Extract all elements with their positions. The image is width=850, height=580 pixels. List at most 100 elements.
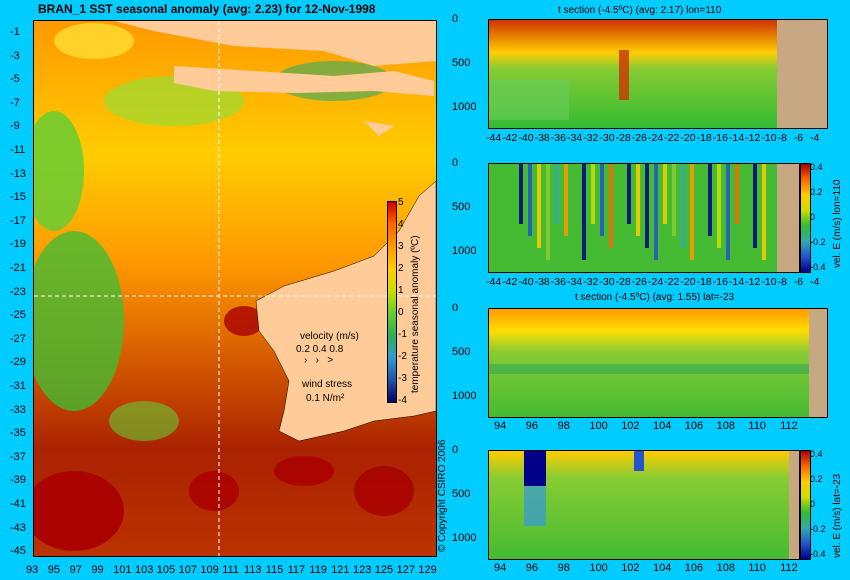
x-tick-label: -28 bbox=[615, 276, 631, 288]
y-tick-label: -11 bbox=[10, 144, 26, 156]
y-tick-label: -37 bbox=[10, 450, 26, 463]
velocity-stripe bbox=[744, 164, 748, 236]
velocity-stripe bbox=[699, 164, 703, 224]
x-tick-label: -28 bbox=[615, 132, 631, 144]
velocity-stripe bbox=[663, 164, 667, 224]
x-tick-label: 121 bbox=[331, 564, 350, 576]
x-tick-label: -12 bbox=[745, 132, 761, 144]
velocity-stripe bbox=[708, 164, 712, 236]
colorbar-tick-label: 0 bbox=[810, 212, 816, 222]
x-tick-label: -10 bbox=[761, 276, 777, 288]
x-tick-label: -20 bbox=[680, 132, 696, 144]
y-tick-label: -19 bbox=[10, 238, 26, 251]
y-tick-label: -43 bbox=[10, 521, 26, 534]
x-tick-label: 119 bbox=[309, 564, 327, 576]
y-tick-label: 0 bbox=[452, 13, 459, 25]
y-tick-label: -3 bbox=[10, 49, 20, 62]
velocity-stripe bbox=[573, 164, 577, 248]
x-tick-label: -14 bbox=[729, 132, 745, 144]
x-tick-label: -26 bbox=[631, 276, 647, 288]
x-tick-label: 100 bbox=[589, 420, 608, 432]
y-tick-label: -5 bbox=[10, 73, 20, 86]
colorbar-tick-label: -2 bbox=[398, 351, 407, 362]
y-tick-label: 500 bbox=[452, 201, 471, 213]
y-tick-label: 0 bbox=[452, 157, 459, 169]
velocity-stripe bbox=[591, 164, 595, 224]
y-tick-label: -39 bbox=[10, 474, 26, 487]
panel4-side-label: vel. E (m/s) lat=-23 bbox=[832, 473, 843, 558]
velocity-stripe bbox=[600, 164, 604, 236]
y-tick-label: 1000 bbox=[452, 532, 477, 544]
x-tick-label: -18 bbox=[696, 132, 712, 144]
x-tick-label: -4 bbox=[810, 276, 820, 288]
y-tick-label: -15 bbox=[10, 191, 26, 204]
colorbar-tick-label: -0.4 bbox=[810, 262, 826, 272]
x-tick-label: -24 bbox=[648, 132, 664, 144]
x-tick-label: 106 bbox=[684, 562, 704, 574]
y-tick-label: -13 bbox=[10, 167, 26, 180]
velocity-stripe bbox=[627, 164, 631, 224]
colorbar-tick-label: -1 bbox=[398, 329, 407, 340]
y-tick-label: -29 bbox=[10, 356, 26, 369]
x-tick-label: 113 bbox=[244, 564, 262, 576]
y-tick-label: -9 bbox=[10, 120, 20, 133]
x-tick-label: 99 bbox=[91, 564, 104, 576]
x-tick-label: 96 bbox=[525, 420, 539, 432]
wind-stress-label: wind stress bbox=[302, 379, 353, 390]
x-tick-label: 101 bbox=[113, 564, 132, 576]
x-tick-label: 115 bbox=[265, 564, 284, 576]
x-tick-label: 107 bbox=[178, 564, 197, 576]
panel2-colorbar bbox=[800, 163, 811, 273]
y-tick-label: -35 bbox=[10, 427, 26, 440]
y-tick-label: -23 bbox=[10, 285, 26, 298]
x-tick-label: -4 bbox=[810, 132, 820, 144]
x-tick-label: 112 bbox=[780, 562, 798, 574]
x-tick-label: 94 bbox=[494, 562, 507, 574]
main-map-title: BRAN_1 SST seasonal anomaly (avg: 2.23) … bbox=[38, 2, 376, 16]
x-tick-label: 110 bbox=[748, 562, 766, 574]
x-tick-label: 104 bbox=[653, 420, 672, 432]
colorbar-tick-label: -0.2 bbox=[810, 237, 826, 247]
colorbar-tick-label: 3 bbox=[398, 241, 404, 252]
y-tick-label: -33 bbox=[10, 403, 26, 416]
x-tick-label: 111 bbox=[222, 564, 239, 576]
x-tick-label: -26 bbox=[631, 132, 647, 144]
y-tick-label: 500 bbox=[452, 57, 471, 69]
velocity-stripe bbox=[555, 164, 559, 224]
velocity-stripe bbox=[654, 164, 658, 260]
y-tick-label: -41 bbox=[10, 498, 26, 510]
velocity-stripe bbox=[519, 164, 523, 224]
x-tick-label: 102 bbox=[621, 420, 640, 432]
x-tick-label: -30 bbox=[599, 132, 615, 144]
velocity-stripe bbox=[564, 164, 568, 236]
velocity-stripe bbox=[609, 164, 613, 248]
x-tick-label: -24 bbox=[648, 276, 664, 288]
y-tick-label: 1000 bbox=[452, 245, 477, 257]
colorbar-tick-label: 0 bbox=[810, 499, 816, 509]
x-tick-label: 109 bbox=[200, 564, 219, 576]
x-tick-label: -44 bbox=[486, 276, 502, 288]
x-tick-label: -40 bbox=[518, 276, 534, 288]
y-tick-label: 0 bbox=[452, 444, 459, 456]
velocity-stripe bbox=[582, 164, 586, 260]
x-tick-label: -12 bbox=[745, 276, 761, 288]
x-tick-label: 127 bbox=[396, 564, 415, 576]
x-tick-label: 102 bbox=[621, 562, 640, 574]
x-tick-label: -16 bbox=[712, 276, 728, 288]
panel2-side-label: vel. E (m/s) lon=110 bbox=[832, 179, 843, 268]
colorbar-tick-label: -0.4 bbox=[810, 549, 826, 559]
x-tick-label: -32 bbox=[583, 132, 599, 144]
x-tick-label: 108 bbox=[716, 420, 735, 432]
x-tick-label: 129 bbox=[418, 564, 437, 576]
x-tick-label: 112 bbox=[780, 420, 798, 432]
x-tick-label: 98 bbox=[557, 420, 570, 432]
y-tick-label: 0 bbox=[452, 302, 459, 314]
y-tick-label: -31 bbox=[10, 380, 26, 392]
y-tick-label: -7 bbox=[10, 96, 20, 109]
x-tick-label: -32 bbox=[583, 276, 599, 288]
copyright-text: © Copyright CSIRO 2006 bbox=[437, 439, 448, 552]
velocity-stripe bbox=[537, 164, 541, 248]
y-tick-label: -25 bbox=[10, 309, 26, 322]
x-tick-label: -6 bbox=[793, 276, 804, 288]
velocity-stripe bbox=[546, 164, 550, 260]
